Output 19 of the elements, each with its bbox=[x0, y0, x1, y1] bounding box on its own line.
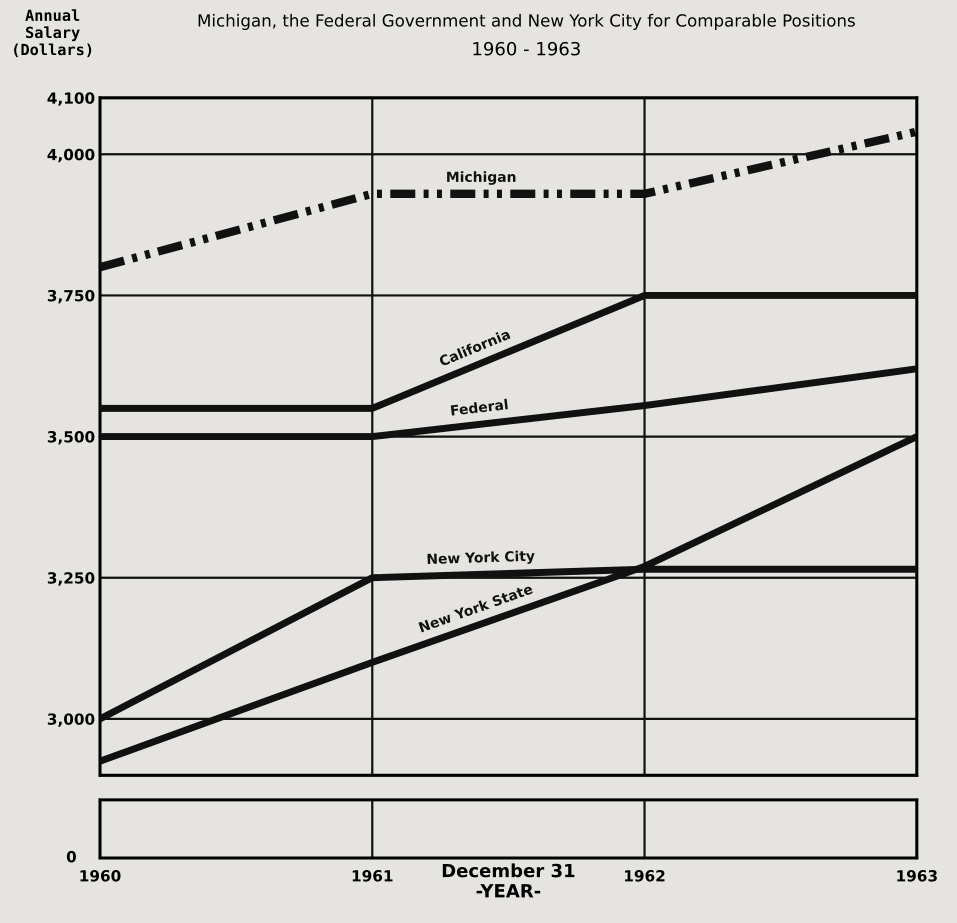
series-label: New York City bbox=[427, 550, 535, 567]
y-axis-title: Annual Salary (Dollars) bbox=[14, 9, 92, 58]
text: 0 bbox=[66, 850, 76, 862]
chart-subtitle: 1960 - 1963 bbox=[473, 42, 580, 56]
y-tick-label: 3,750 bbox=[48, 290, 94, 304]
series-label: Michigan bbox=[447, 171, 516, 185]
y-tick-label: 3,000 bbox=[48, 713, 94, 727]
x-tick-label: 1960 bbox=[80, 870, 121, 882]
y-tick-label: 3,250 bbox=[48, 572, 94, 586]
x-tick-label: 1962 bbox=[625, 870, 664, 882]
y-tick-label: 4,100 bbox=[48, 92, 94, 106]
text: New York State bbox=[418, 583, 534, 633]
y-tick-label: 3,500 bbox=[48, 431, 94, 445]
text: Federal bbox=[450, 398, 508, 416]
x-tick-label: 1961 bbox=[352, 870, 392, 882]
x-tick-label: 1963 bbox=[897, 870, 937, 882]
chart-title: Michigan, the Federal Government and New York City for Comparable Positions bbox=[198, 14, 855, 30]
x-axis-title: December 31 -YEAR- bbox=[442, 863, 574, 898]
y-tick-label: 4,000 bbox=[48, 148, 94, 162]
